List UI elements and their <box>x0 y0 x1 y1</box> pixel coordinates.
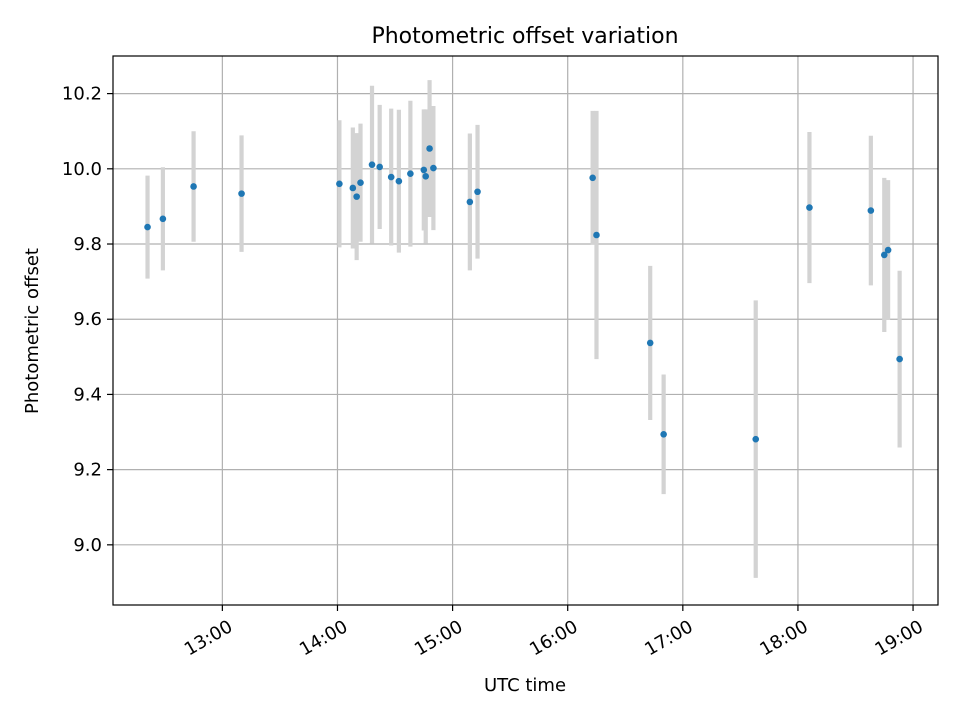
data-point <box>422 173 430 180</box>
data-point <box>353 193 360 200</box>
data-point <box>387 173 395 181</box>
data-point <box>884 246 892 254</box>
data-point <box>336 180 343 188</box>
data-point <box>238 190 245 197</box>
y-tick-label: 9.6 <box>73 309 102 330</box>
data-point <box>660 430 667 438</box>
x-tick-label: 17:00 <box>641 616 696 660</box>
x-tick-label: 13:00 <box>181 616 236 660</box>
data-point <box>368 161 376 168</box>
data-point <box>144 223 151 231</box>
data-point <box>593 231 600 239</box>
y-tick-label: 10.2 <box>62 84 102 105</box>
data-point <box>159 215 167 223</box>
data-points <box>144 145 903 443</box>
x-tick-label: 19:00 <box>872 616 927 660</box>
y-axis-label: Photometric offset <box>22 248 43 414</box>
x-axis-label: UTC time <box>484 675 566 696</box>
data-point <box>474 188 481 196</box>
data-point <box>646 339 654 347</box>
y-tick-label: 9.0 <box>73 535 102 556</box>
data-point <box>357 179 364 187</box>
x-tick-label: 18:00 <box>756 616 811 660</box>
data-point <box>806 204 813 211</box>
data-point <box>407 170 414 177</box>
data-point <box>395 177 403 185</box>
data-point <box>752 435 760 443</box>
x-tick-label: 16:00 <box>526 616 581 660</box>
data-point <box>426 145 433 152</box>
y-tick-label: 9.8 <box>73 234 102 255</box>
data-point <box>349 184 357 192</box>
data-point <box>589 174 596 182</box>
y-tick-label: 9.2 <box>73 460 102 481</box>
data-point <box>430 164 437 172</box>
plot-frame <box>112 55 939 606</box>
data-point <box>190 183 197 190</box>
data-point <box>896 355 903 363</box>
x-tick-label: 15:00 <box>411 616 466 660</box>
data-point <box>880 251 888 259</box>
data-point <box>867 207 875 214</box>
y-tick-label: 9.4 <box>73 384 102 405</box>
y-tick-label: 10.0 <box>62 159 102 180</box>
data-point <box>376 163 383 171</box>
x-tick-label: 14:00 <box>296 616 351 660</box>
data-point <box>420 166 428 174</box>
grid-lines <box>113 56 938 605</box>
chart-title: Photometric offset variation <box>371 24 678 49</box>
data-point <box>466 198 474 206</box>
error-bars <box>145 80 902 578</box>
